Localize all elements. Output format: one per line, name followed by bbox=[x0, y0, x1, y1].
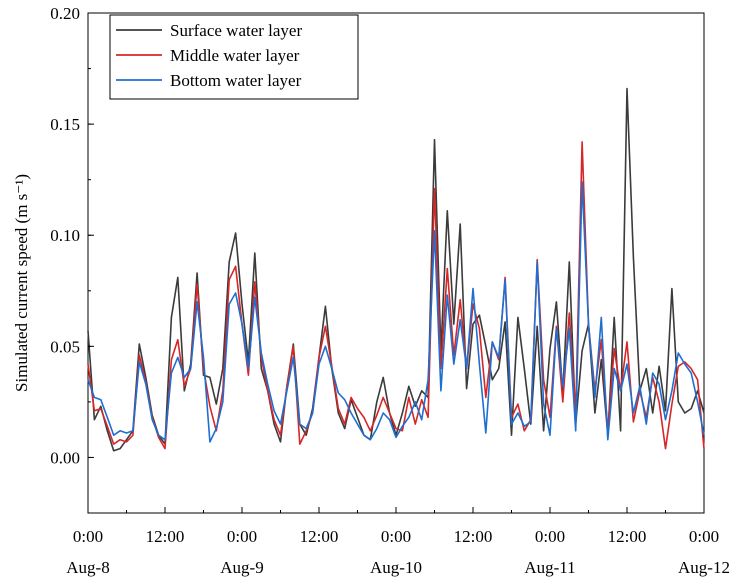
x-tick-label: 12:00 bbox=[146, 527, 185, 546]
x-tick-label: 0:00 bbox=[381, 527, 411, 546]
y-tick-label: 0.20 bbox=[50, 4, 80, 23]
x-tick-label: 0:00 bbox=[227, 527, 257, 546]
legend: Surface water layer Middle water layer Bot… bbox=[109, 14, 359, 100]
x-tick-label: 0:00 bbox=[535, 527, 565, 546]
x-axis: 0:00 12:00 0:00 12:00 0:00 12:00 0:00 12:00 0:00… bbox=[66, 507, 730, 577]
legend-label: Bottom water layer bbox=[170, 71, 302, 90]
y-axis: 0.00 0.05 0.10 0.15 0.20 bbox=[50, 4, 94, 514]
x-tick-label: 12:00 bbox=[300, 527, 339, 546]
y-tick-label: 0.10 bbox=[50, 226, 80, 245]
x-tick-label: 12:00 bbox=[454, 527, 493, 546]
y-tick-label: 0.15 bbox=[50, 115, 80, 134]
legend-label: Middle water layer bbox=[170, 46, 300, 65]
x-date-label: Aug-11 bbox=[524, 558, 575, 577]
y-tick-label: 0.00 bbox=[50, 448, 80, 467]
y-tick-label: 0.05 bbox=[50, 337, 80, 356]
x-tick-label: 0:00 bbox=[73, 527, 103, 546]
y-axis-label: Simulated current speed (m s⁻¹) bbox=[12, 174, 31, 392]
series-layer bbox=[87, 87, 705, 452]
x-date-label: Aug-9 bbox=[220, 558, 263, 577]
x-tick-label: 12:00 bbox=[608, 527, 647, 546]
legend-box bbox=[109, 14, 359, 100]
legend-label: Surface water layer bbox=[170, 21, 302, 40]
x-date-label: Aug-8 bbox=[66, 558, 109, 577]
x-date-label: Aug-12 bbox=[678, 558, 730, 577]
x-date-label: Aug-10 bbox=[370, 558, 422, 577]
plot-area: 0.000.050.100.150.20 0:00 12:00 0:00 12:00 0… bbox=[50, 4, 730, 577]
x-tick-label: 0:00 bbox=[689, 527, 719, 546]
series-line-bottom-water-layer bbox=[87, 181, 705, 443]
